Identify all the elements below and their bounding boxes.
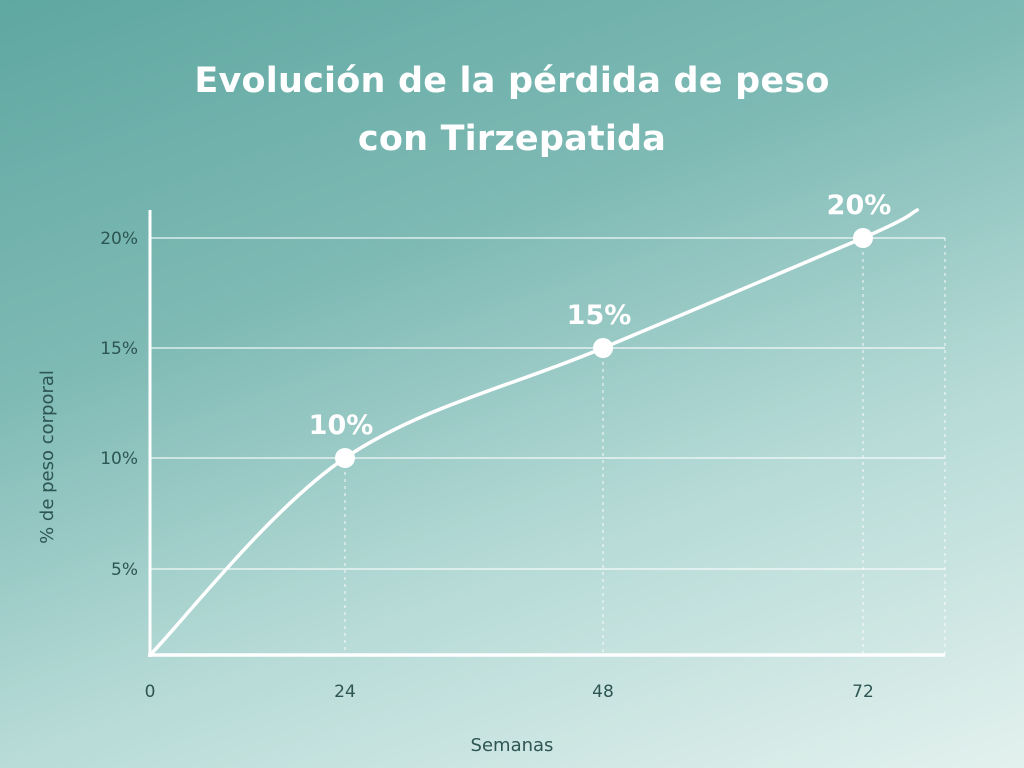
data-point xyxy=(593,338,613,358)
data-label: 10% xyxy=(309,410,374,441)
chart-title-line-1: Evolución de la pérdida de peso xyxy=(194,61,830,101)
data-point xyxy=(853,228,873,248)
chart-title-line-2: con Tirzepatida xyxy=(357,119,667,159)
y-axis-label: % de peso corporal xyxy=(37,370,58,544)
x-tick-label: 24 xyxy=(334,682,356,702)
x-tick-label: 72 xyxy=(852,682,874,702)
data-point xyxy=(335,448,355,468)
data-label: 20% xyxy=(827,190,892,221)
x-axis-label: Semanas xyxy=(471,735,554,756)
y-tick-label: 5% xyxy=(111,560,138,580)
x-tick-label: 0 xyxy=(145,682,156,702)
x-tick-label: 48 xyxy=(592,682,614,702)
chart-title: Evolución de la pérdida de peso con Tirz… xyxy=(0,52,1024,168)
series-line xyxy=(148,208,920,657)
data-label: 15% xyxy=(567,300,632,331)
y-tick-label: 15% xyxy=(100,339,138,359)
y-tick-label: 10% xyxy=(100,449,138,469)
y-tick-label: 20% xyxy=(100,229,138,249)
